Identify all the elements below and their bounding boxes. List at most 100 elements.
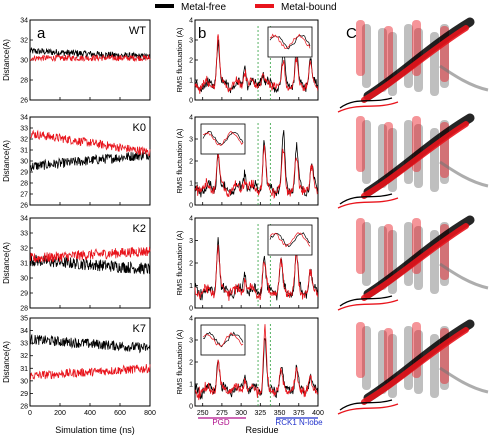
rmsf-xlabel: Residue <box>245 425 278 435</box>
inset-trace <box>202 130 244 146</box>
legend-label-metal-bound: Metal-bound <box>281 2 337 13</box>
y-tick-label: 33 <box>20 126 28 133</box>
distance-row-label: WT <box>129 25 146 37</box>
y-tick-label: 3 <box>189 38 193 45</box>
y-tick-label: 3 <box>189 338 193 345</box>
y-tick-label: 30 <box>20 276 28 283</box>
loop-red <box>337 299 399 311</box>
x-tick-label: 325 <box>255 410 267 417</box>
inset-trace <box>269 33 311 49</box>
loop-black <box>339 399 393 411</box>
y-tick-label: 0 <box>189 306 193 313</box>
y-tick-label: 29 <box>20 391 28 398</box>
y-tick-label: 31 <box>20 261 28 268</box>
y-tick-label: 32 <box>20 38 28 45</box>
x-tick-label: 400 <box>84 410 96 417</box>
rmsf-panel-k0: 0 1 2 3 4 RMS fluctuation (A) <box>175 115 319 210</box>
grey-helix <box>378 226 387 290</box>
loop-red <box>337 403 399 415</box>
distance-panel-k2: 28 29 30 31 32 33 34 Distance(A) K2 <box>2 216 151 313</box>
red-helix <box>356 322 365 378</box>
grey-helix <box>378 330 387 394</box>
x-tick-label: 800 <box>144 410 156 417</box>
x-tick-label: 400 <box>312 410 324 417</box>
y-tick-label: 32 <box>20 246 28 253</box>
rmsf-ylabel: RMS fluctuation (A) <box>175 27 184 93</box>
loop-black <box>339 295 393 307</box>
rmsf-panel-k7: 0 1 2 3 4 250 275 300 325 350 375 400 RMS fluctuatio… <box>175 316 324 418</box>
y-tick-label: 31 <box>20 148 28 155</box>
grey-helix <box>404 222 413 286</box>
distance-row-label: K2 <box>133 223 146 235</box>
y-tick-label: 1 <box>189 283 193 290</box>
metal-bound-helix <box>361 223 469 301</box>
x-tick-label: 300 <box>235 410 247 417</box>
y-tick-label: 29 <box>20 291 28 298</box>
panel-letter-c: C <box>346 25 357 42</box>
inset-frame <box>200 324 246 356</box>
grey-helix <box>378 28 387 92</box>
distance-series-metal-free <box>29 254 151 275</box>
y-tick-label: 4 <box>189 216 193 223</box>
distance-series-metal-bound <box>29 364 151 381</box>
y-tick-label: 31 <box>20 366 28 373</box>
y-tick-label: 26 <box>20 203 28 210</box>
rmsf-panel-k2: 0 1 2 3 4 RMS fluctuation (A) <box>175 216 319 313</box>
grey-helix <box>362 24 371 88</box>
distance-row-label: K0 <box>133 122 146 134</box>
loop-black <box>339 97 393 109</box>
rmsf-inset <box>200 324 246 356</box>
y-tick-label: 2 <box>189 159 193 166</box>
structure-render-3 <box>337 215 489 311</box>
distance-series-metal-free <box>29 333 151 354</box>
grey-helix <box>362 120 371 184</box>
rmsf-inset <box>267 224 313 256</box>
x-tick-label: 275 <box>216 410 228 417</box>
y-tick-label: 0 <box>189 203 193 210</box>
y-tick-label: 0 <box>189 404 193 411</box>
rmsf-ylabel: RMS fluctuation (A) <box>175 329 184 395</box>
y-tick-label: 4 <box>189 115 193 122</box>
x-tick-label: 200 <box>54 410 66 417</box>
grey-helix <box>362 222 371 286</box>
loop-black <box>339 193 393 205</box>
y-tick-label: 28 <box>20 181 28 188</box>
loop-red <box>337 197 399 209</box>
y-tick-label: 33 <box>20 231 28 238</box>
y-tick-label: 27 <box>20 192 28 199</box>
y-tick-label: 34 <box>20 328 28 335</box>
inset-frame <box>200 123 246 155</box>
x-tick-label: 375 <box>293 410 305 417</box>
y-tick-label: 1 <box>189 382 193 389</box>
y-tick-label: 32 <box>20 137 28 144</box>
rmsf-panel-wt: 0 1 2 3 4 RMS fluctuation (A) <box>175 18 319 105</box>
y-tick-label: 2 <box>189 360 193 367</box>
rmsf-inset <box>200 123 246 155</box>
y-tick-label: 29 <box>20 170 28 177</box>
red-helix <box>384 328 393 384</box>
grey-helix <box>404 120 413 184</box>
y-tick-label: 4 <box>189 18 193 25</box>
distance-ylabel: Distance(A) <box>2 140 11 182</box>
panel-letter-a: a <box>37 25 46 42</box>
pgd-region-label: PGD <box>212 418 230 427</box>
inset-trace <box>269 232 311 248</box>
distance-series-metal-bound <box>29 246 151 263</box>
y-tick-label: 34 <box>20 216 28 223</box>
y-tick-label: 30 <box>20 378 28 385</box>
rmsf-ylabel: RMS fluctuation (A) <box>175 230 184 296</box>
y-tick-label: 35 <box>20 316 28 323</box>
grey-strand <box>439 366 489 394</box>
structure-render-1 <box>337 17 489 113</box>
metal-bound-helix <box>361 25 469 103</box>
y-tick-label: 33 <box>20 341 28 348</box>
rmsf-series-metal-free <box>194 130 319 198</box>
y-tick-label: 30 <box>20 159 28 166</box>
y-tick-label: 2 <box>189 261 193 268</box>
y-tick-label: 3 <box>189 137 193 144</box>
distance-panel-k0: 26 27 28 29 30 31 32 33 34 Distance(A) K0 <box>2 115 151 210</box>
grey-strand <box>439 262 489 290</box>
distance-series-metal-bound <box>30 129 151 157</box>
y-tick-label: 0 <box>189 98 193 105</box>
y-tick-label: 3 <box>189 238 193 245</box>
